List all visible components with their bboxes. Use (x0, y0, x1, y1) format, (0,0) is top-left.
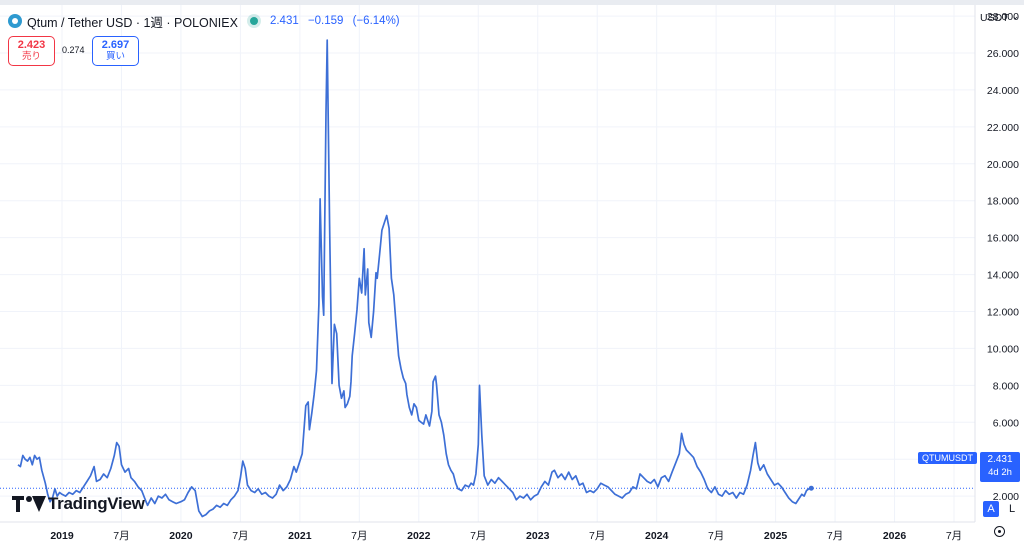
y-tick-label: 14.000 (987, 270, 1019, 282)
currency-selector[interactable]: USDT (980, 12, 1019, 24)
y-tick-label: 24.000 (987, 85, 1019, 97)
x-tick-label: 7月 (113, 530, 129, 542)
qtum-logo-icon (8, 14, 22, 28)
sell-button[interactable]: 2.423 売り (8, 36, 55, 66)
y-tick-label: 2.000 (993, 491, 1019, 503)
spread-value: 0.274 (62, 45, 85, 55)
price-change-percent: (−6.14%) (352, 15, 400, 27)
y-tick-label: 20.000 (987, 159, 1019, 171)
tradingview-logo-icon (12, 496, 46, 512)
y-tick-label: 26.000 (987, 48, 1019, 60)
y-tick-label: 18.000 (987, 196, 1019, 208)
x-tick-label: 7月 (708, 530, 724, 542)
chart-header: Qtum / Tether USD · 1週 · POLONIEX 2.431 … (8, 11, 406, 31)
x-tick-label: 7月 (470, 530, 486, 542)
tradingview-brand: TradingView (12, 494, 145, 514)
last-price-dot (808, 485, 814, 491)
last-price: 2.431 (269, 15, 299, 27)
x-tick-label: 2021 (288, 530, 312, 542)
x-tick-label: 2019 (50, 530, 74, 542)
top-border (0, 0, 1024, 5)
x-tick-label: 7月 (946, 530, 962, 542)
buy-price: 2.697 (101, 39, 130, 51)
settings-gear-icon[interactable] (994, 526, 1005, 537)
price-series-line (17, 39, 812, 518)
y-tick-label: 12.000 (987, 307, 1019, 319)
x-tick-label: 2022 (407, 530, 431, 542)
symbol-title[interactable]: Qtum / Tether USD · 1週 · POLONIEX (27, 15, 238, 30)
market-open-indicator-icon (249, 17, 258, 25)
price-axis: 28.00026.00024.00022.00020.00018.00016.0… (987, 11, 1019, 503)
log-scale-button[interactable]: L (1008, 503, 1016, 515)
y-tick-label: 8.000 (993, 380, 1019, 392)
auto-scale-button[interactable]: A (983, 501, 999, 517)
sell-label: 売り (21, 51, 41, 62)
sell-price: 2.423 (17, 39, 46, 51)
x-tick-label: 7月 (232, 530, 248, 542)
bar-countdown: 4d 2h (988, 467, 1012, 478)
x-tick-label: 2020 (169, 530, 193, 542)
time-axis: 2019 7月 2020 7月 2021 7月 2022 7月 2023 7月 2024 7月 2025… (50, 530, 962, 542)
x-tick-label: 2023 (526, 530, 550, 542)
brand-name: TradingView (48, 494, 145, 513)
x-tick-label: 2025 (764, 530, 788, 542)
badge-price: 2.431 (987, 454, 1013, 465)
x-tick-label: 7月 (351, 530, 367, 542)
x-tick-label: 7月 (827, 530, 843, 542)
x-tick-label: 2026 (883, 530, 907, 542)
buy-button[interactable]: 2.697 買い (92, 36, 139, 66)
last-price-badge: 2.431 4d 2h (980, 452, 1020, 482)
x-tick-label: 7月 (589, 530, 605, 542)
buy-label: 買い (105, 51, 125, 62)
x-tick-label: 2024 (645, 530, 669, 542)
price-change: −0.159 (307, 15, 344, 27)
y-tick-label: 10.000 (987, 343, 1019, 355)
y-tick-label: 22.000 (987, 122, 1019, 134)
symbol-price-label: QTUMUSDT (918, 452, 977, 464)
chart-grid (0, 5, 975, 522)
y-tick-label: 16.000 (987, 233, 1019, 245)
price-summary: 2.431 −0.159 (−6.14%) (270, 15, 406, 27)
y-tick-label: 6.000 (993, 417, 1019, 429)
